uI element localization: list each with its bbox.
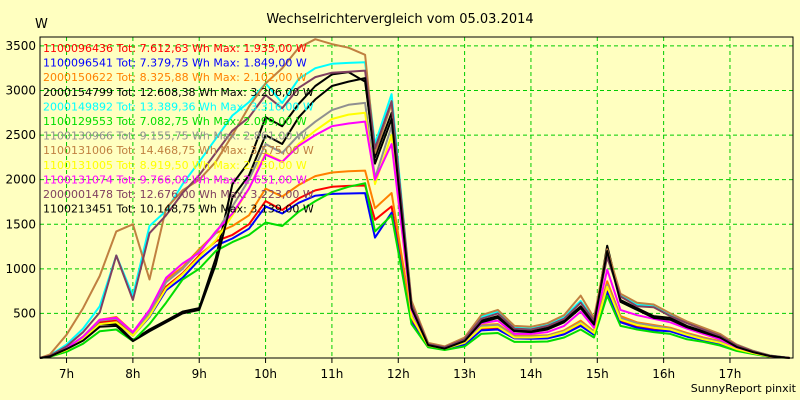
legend-entry: 1100131006 Tot: 14.468,75 Wh Max: 3.575,… <box>43 144 314 157</box>
legend-entry: 1100131005 Tot: 8.919,50 Wh Max: 2.750,0… <box>43 159 307 172</box>
x-tick-label: 12h <box>387 367 410 381</box>
x-tick-label: 8h <box>125 367 140 381</box>
x-tick-label: 10h <box>254 367 277 381</box>
y-tick-label: 3000 <box>5 84 36 98</box>
x-tick-label: 9h <box>192 367 207 381</box>
y-tick-label: 2000 <box>5 173 36 187</box>
y-tick-label: 3500 <box>5 39 36 53</box>
x-tick-label: 7h <box>59 367 74 381</box>
legend-entry: 1100096436 Tot: 7.612,63 Wh Max: 1.935,0… <box>43 42 307 55</box>
series-line <box>39 77 790 359</box>
y-tick-label: 500 <box>13 306 36 320</box>
y-tick-label: 2500 <box>5 128 36 142</box>
series-line <box>39 182 790 359</box>
x-tick-label: 16h <box>652 367 675 381</box>
legend-entry: 1100131074 Tot: 9.766,00 Wh Max: 2.651,0… <box>43 173 307 186</box>
legend-entry: 1100213451 Tot: 10.148,75 Wh Max: 3.139,… <box>43 203 314 216</box>
y-tick-label: 1500 <box>5 217 36 231</box>
legend-entry: 2000001478 Tot: 12.676,00 Wh Max: 3.223,… <box>43 188 314 201</box>
x-tick-label: 13h <box>453 367 476 381</box>
legend-entry: 2000150622 Tot: 8.325,88 Wh Max: 2.102,0… <box>43 71 307 84</box>
series-line <box>39 111 790 359</box>
plot-frame <box>39 36 794 359</box>
footer-credit: SunnyReport pinxit <box>691 382 797 395</box>
x-tick-label: 15h <box>586 367 609 381</box>
series-line <box>39 192 790 359</box>
x-tick-label: 17h <box>719 367 742 381</box>
legend-entry: 1100130966 Tot: 9.155,75 Wh Max: 2.861,0… <box>43 130 307 143</box>
y-tick-label: 1000 <box>5 262 36 276</box>
chart-title: Wechselrichtervergleich vom 05.03.2014 <box>266 12 533 27</box>
x-tick-label: 14h <box>520 367 543 381</box>
legend-entry: 1100129553 Tot: 7.082,75 Wh Max: 2.099,0… <box>43 115 307 128</box>
x-tick-label: 11h <box>320 367 343 381</box>
legend-entry: 2000154799 Tot: 12.608,38 Wh Max: 3.206,… <box>43 86 314 99</box>
y-axis-label: W <box>35 17 48 32</box>
legend-entry: 2000149892 Tot: 13.389,36 Wh Max: 3.316,… <box>43 100 314 113</box>
legend-entry: 1100096541 Tot: 7.379,75 Wh Max: 1.849,0… <box>43 57 307 70</box>
